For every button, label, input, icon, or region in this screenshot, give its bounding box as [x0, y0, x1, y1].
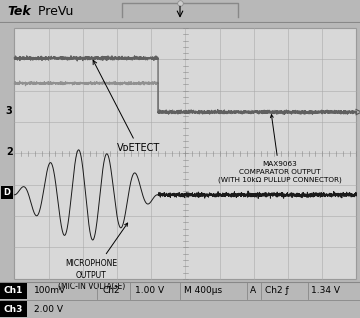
Text: Ch2: Ch2	[103, 286, 120, 295]
Text: D: D	[3, 188, 10, 197]
Text: M 400μs: M 400μs	[184, 286, 222, 295]
Text: 100mV: 100mV	[34, 286, 66, 295]
Text: A: A	[250, 286, 256, 295]
Text: Ch2 ƒ: Ch2 ƒ	[265, 286, 288, 295]
Text: 3: 3	[6, 106, 13, 116]
Text: MICROPHONE
OUTPUT
(MIC-IN VOLTAGE): MICROPHONE OUTPUT (MIC-IN VOLTAGE)	[58, 223, 127, 291]
Text: 1.00 V: 1.00 V	[135, 286, 164, 295]
Text: PreVu: PreVu	[34, 5, 73, 18]
Text: MAX9063
COMPARATOR OUTPUT
(WITH 10kΩ PULLUP CONNECTOR): MAX9063 COMPARATOR OUTPUT (WITH 10kΩ PUL…	[217, 115, 341, 183]
Text: 2.00 V: 2.00 V	[34, 305, 63, 314]
Bar	[0, 283, 27, 299]
Text: Tek: Tek	[7, 5, 31, 18]
Text: Ch3: Ch3	[4, 305, 23, 314]
Text: Ch1: Ch1	[4, 286, 23, 295]
Text: 1.34 V: 1.34 V	[311, 286, 341, 295]
Text: 2: 2	[6, 147, 13, 157]
Bar	[0, 301, 27, 317]
Bar	[1, 186, 13, 199]
Text: VᴅETECT: VᴅETECT	[93, 60, 160, 153]
